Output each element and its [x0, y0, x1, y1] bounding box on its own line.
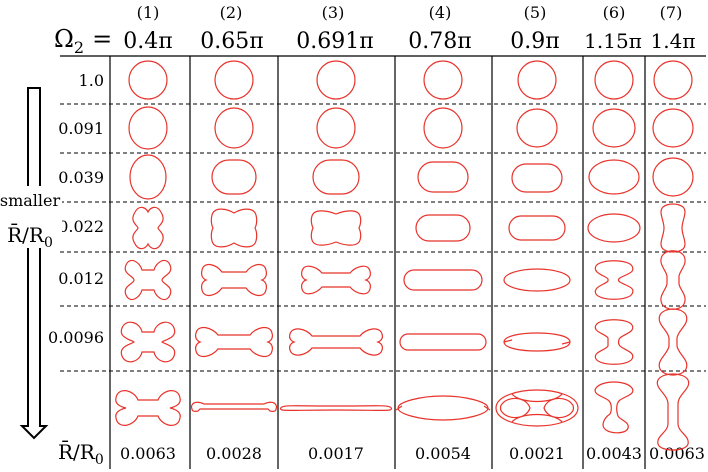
- col-value-2: 0.65π: [200, 29, 263, 54]
- shape-r4-c4: [415, 214, 471, 242]
- bottom-ratio-label: R̄/R0: [58, 439, 104, 468]
- shape-r3-c2: [211, 159, 257, 195]
- bottom-ratio-subscript: 0: [95, 452, 104, 468]
- shape-r6-c3: [289, 328, 383, 356]
- shape-r6-c1: [120, 321, 176, 363]
- shape-r1-c7: [653, 60, 693, 100]
- col-index-4: (4): [429, 3, 452, 22]
- shape-r1-c6: [594, 60, 634, 100]
- shape-r1-c3: [316, 60, 356, 100]
- col-value-7: 1.4π: [651, 29, 696, 53]
- shape-r4-c5: [508, 215, 566, 241]
- shape-r4-c7: [660, 203, 686, 253]
- col-index-3: (3): [322, 3, 345, 22]
- shape-r7-c7: [656, 373, 690, 451]
- shape-r5-c2: [200, 263, 268, 297]
- col-index-5: (5): [524, 3, 547, 22]
- shape-r6-c4: [399, 333, 487, 351]
- shape-r7-c4: [395, 395, 491, 421]
- shape-r7-c5: [495, 389, 579, 427]
- shape-r3-c3: [312, 159, 360, 195]
- shape-r5-c5: [503, 268, 571, 292]
- side-smaller-label: smaller: [0, 191, 60, 210]
- col-value-6: 1.15π: [584, 29, 642, 53]
- shape-r1-c2: [214, 60, 254, 100]
- side-ratio-text: R̄/R: [7, 222, 45, 247]
- shape-r3-c1: [129, 154, 167, 200]
- shape-r2-c2: [214, 107, 254, 149]
- col-value-1: 0.4π: [123, 29, 172, 54]
- shape-r3-c7: [652, 157, 694, 197]
- shape-r6-c5: [503, 332, 571, 352]
- col-index-6: (6): [603, 3, 626, 22]
- shape-r7-c6: [594, 381, 634, 434]
- omega-symbol: Ω: [54, 25, 74, 53]
- shape-r5-c3: [301, 265, 371, 295]
- shape-r7-c1: [115, 390, 181, 426]
- equals-sign: =: [92, 25, 112, 53]
- col-value-3: 0.691π: [296, 29, 373, 54]
- bottom-ratio-text: R̄/R: [58, 439, 96, 464]
- shape-r2-c6: [592, 108, 636, 148]
- shape-r6-c6: [594, 319, 634, 365]
- shape-r3-c5: [511, 163, 563, 193]
- shape-r7-c2: [190, 401, 278, 412]
- side-ratio-label: R̄/R0: [7, 222, 53, 251]
- shape-r2-c1: [128, 106, 168, 150]
- col-index-7: (7): [660, 3, 683, 22]
- row-label-5: 0.012: [58, 269, 104, 288]
- down-arrow-icon: [19, 87, 49, 440]
- bottom-value-5: 0.0021: [509, 444, 565, 463]
- shape-r6-c7: [658, 308, 688, 376]
- row-label-3: 0.039: [58, 168, 104, 187]
- shape-r2-c3: [316, 107, 356, 149]
- shape-r4-c6: [587, 213, 641, 243]
- side-ratio-subscript: 0: [44, 235, 53, 251]
- shape-r1-c5: [517, 60, 557, 100]
- row-label-6: 0.0096: [48, 328, 104, 347]
- col-index-2: (2): [220, 3, 243, 22]
- col-value-4: 0.78π: [408, 29, 471, 54]
- shape-r5-c1: [124, 259, 172, 301]
- bottom-value-4: 0.0054: [415, 444, 471, 463]
- shape-r6-c2: [195, 326, 273, 358]
- bottom-value-3: 0.0017: [308, 444, 364, 463]
- bottom-value-7: 0.0063: [649, 444, 705, 463]
- row-label-1: 1.0: [79, 71, 104, 90]
- shape-r4-c1: [132, 206, 164, 250]
- shape-r4-c2: [210, 208, 258, 248]
- shape-r2-c5: [516, 108, 558, 148]
- shape-r2-c7: [652, 108, 694, 148]
- shape-r5-c6: [594, 260, 634, 300]
- col-index-1: (1): [137, 3, 160, 22]
- bottom-value-1: 0.0063: [120, 444, 176, 463]
- col-value-5: 0.9π: [510, 29, 559, 54]
- shape-r7-c3: [279, 405, 393, 412]
- bottom-value-6: 0.0043: [586, 444, 642, 463]
- shape-r5-c7: [660, 250, 686, 310]
- shape-r1-c4: [423, 60, 463, 100]
- shape-r3-c6: [588, 159, 640, 195]
- row-label-4: 0.022: [58, 217, 104, 236]
- row-label-2: 0.091: [58, 119, 104, 138]
- shape-r2-c4: [423, 107, 463, 149]
- bottom-value-2: 0.0028: [206, 444, 262, 463]
- shape-r5-c4: [403, 269, 483, 291]
- shape-r1-c1: [128, 60, 168, 100]
- omega-label: Ω2 =: [54, 25, 112, 57]
- side-label-bg: [2, 186, 62, 248]
- omega-subscript: 2: [74, 38, 84, 57]
- shape-r3-c4: [417, 161, 469, 193]
- shape-r4-c3: [310, 210, 362, 246]
